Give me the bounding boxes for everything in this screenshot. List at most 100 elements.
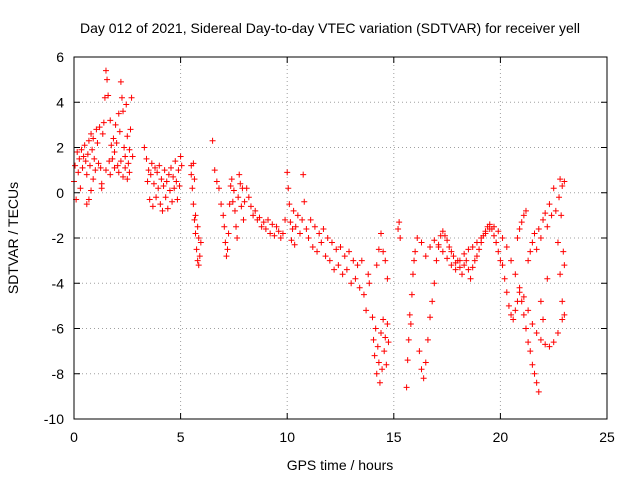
data-point xyxy=(561,311,568,318)
data-point xyxy=(326,257,333,264)
data-point xyxy=(561,262,568,269)
data-point xyxy=(170,173,177,180)
data-point xyxy=(495,228,502,235)
data-point xyxy=(363,307,370,314)
data-point xyxy=(80,153,87,160)
data-point xyxy=(120,108,127,115)
y-axis-ticks: -10 -8 -6 -4 -2 0 2 4 6 xyxy=(44,49,607,427)
data-point xyxy=(376,379,383,386)
data-point xyxy=(535,225,542,232)
data-point xyxy=(505,302,512,309)
data-point xyxy=(439,228,446,235)
data-point xyxy=(561,178,568,185)
data-point xyxy=(122,153,129,160)
data-point xyxy=(439,248,446,255)
data-point xyxy=(497,257,504,264)
data-point xyxy=(420,375,427,382)
y-tick-label: -6 xyxy=(52,321,65,337)
data-point xyxy=(508,257,515,264)
data-point xyxy=(221,223,228,230)
data-point xyxy=(106,158,113,165)
data-point xyxy=(341,253,348,260)
data-point xyxy=(161,167,168,174)
y-tick-label: 2 xyxy=(56,140,64,156)
data-point xyxy=(81,142,88,149)
data-point xyxy=(448,262,455,269)
data-point xyxy=(267,230,274,237)
data-point xyxy=(78,146,85,153)
data-point xyxy=(271,232,278,239)
data-point xyxy=(529,320,536,327)
data-point xyxy=(550,185,557,192)
data-point xyxy=(471,257,478,264)
y-tick-label: 4 xyxy=(56,94,64,110)
data-point xyxy=(512,271,519,278)
data-point xyxy=(375,246,382,253)
data-point xyxy=(427,244,434,251)
data-point xyxy=(102,167,109,174)
data-point xyxy=(384,320,391,327)
data-point xyxy=(550,339,557,346)
data-point xyxy=(294,212,301,219)
data-point xyxy=(115,110,122,117)
data-point xyxy=(120,173,127,180)
data-point xyxy=(90,176,97,183)
data-point xyxy=(156,162,163,169)
data-point xyxy=(150,180,157,187)
data-point xyxy=(125,160,132,167)
data-point xyxy=(177,153,184,160)
data-point xyxy=(211,167,218,174)
data-point xyxy=(328,239,335,246)
data-point xyxy=(260,219,267,226)
data-point xyxy=(540,316,547,323)
data-point xyxy=(88,187,95,194)
x-tick-label: 0 xyxy=(70,429,78,445)
data-point xyxy=(116,128,123,135)
data-point xyxy=(444,255,451,262)
data-point xyxy=(456,264,463,271)
data-point xyxy=(86,162,93,169)
data-point xyxy=(231,207,238,214)
data-point xyxy=(499,262,506,269)
data-point xyxy=(126,146,133,153)
y-tick-label: -4 xyxy=(52,275,65,291)
data-point xyxy=(79,164,86,171)
data-point xyxy=(262,225,269,232)
data-point xyxy=(473,239,480,246)
data-point xyxy=(147,171,154,178)
data-point xyxy=(307,216,314,223)
data-point xyxy=(258,223,265,230)
data-point xyxy=(531,370,538,377)
data-point xyxy=(234,235,241,241)
data-point xyxy=(192,212,199,219)
x-axis-label: GPS time / hours xyxy=(287,457,394,473)
data-point xyxy=(556,194,563,201)
data-point xyxy=(554,330,561,337)
data-point xyxy=(352,275,359,282)
data-point xyxy=(98,180,105,187)
data-point xyxy=(74,149,81,156)
data-point xyxy=(148,160,155,167)
data-point xyxy=(465,246,472,253)
y-tick-label: 0 xyxy=(56,185,64,201)
data-point xyxy=(452,266,459,273)
data-point xyxy=(230,187,237,194)
data-point xyxy=(169,198,176,205)
data-point xyxy=(193,246,200,253)
data-point xyxy=(446,244,453,251)
y-tick-label: 6 xyxy=(56,49,64,65)
data-point xyxy=(88,130,95,137)
data-point xyxy=(277,235,284,241)
data-point xyxy=(218,201,225,208)
data-point xyxy=(527,348,534,355)
data-point xyxy=(335,262,342,269)
data-point xyxy=(76,155,83,162)
data-point xyxy=(324,235,331,241)
data-point xyxy=(105,92,112,99)
x-axis-ticks: 0 5 10 15 20 25 xyxy=(70,57,615,445)
data-point xyxy=(83,171,90,178)
data-point xyxy=(544,223,551,230)
data-point xyxy=(397,235,404,241)
data-point xyxy=(396,219,403,226)
data-point xyxy=(537,298,544,305)
